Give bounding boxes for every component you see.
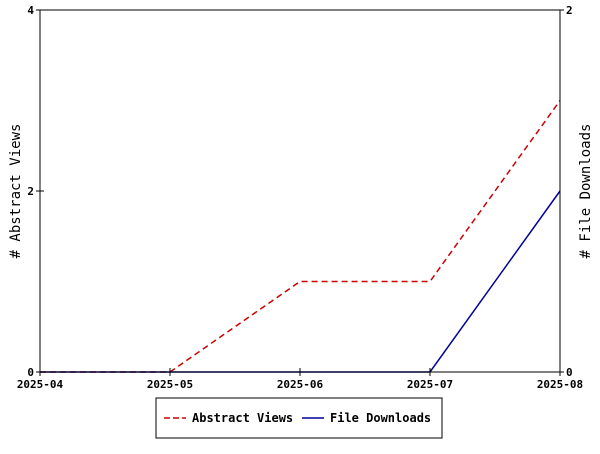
x-tick-label: 2025-08 [537, 378, 583, 391]
x-tick-label: 2025-06 [277, 378, 324, 391]
plot-frame [39, 9, 561, 373]
legend-label: Abstract Views [192, 411, 293, 425]
y2-axis-title: # File Downloads [578, 124, 594, 259]
y2-tick-label: 0 [566, 366, 573, 379]
series-line-file-downloads [40, 190, 561, 373]
y-axis-title: # Abstract Views [8, 124, 24, 259]
x-tick-label: 2025-07 [407, 378, 453, 391]
y-tick-label: 4 [27, 4, 34, 17]
legend-label: File Downloads [330, 411, 431, 425]
y-tick-label: 0 [27, 366, 34, 379]
legend-box [155, 397, 443, 439]
y-tick-label: 2 [27, 185, 34, 198]
series-line-abstract-views [40, 100, 561, 373]
x-tick-label: 2025-04 [17, 378, 64, 391]
x-tick-label: 2025-05 [147, 378, 193, 391]
y2-tick-label: 2 [566, 4, 573, 17]
